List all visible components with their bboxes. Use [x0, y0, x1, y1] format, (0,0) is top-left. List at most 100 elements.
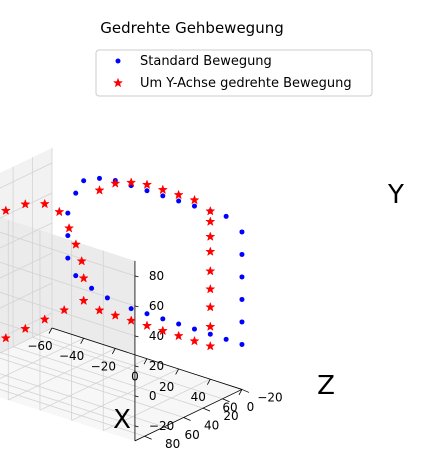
y-tick-label: 80: [149, 269, 164, 283]
y-tick-label: 0: [149, 389, 157, 403]
y-tick-label: 60: [149, 299, 164, 313]
data-point-rotated: [126, 315, 137, 325]
data-point-standard: [73, 190, 79, 196]
data-point-rotated: [39, 314, 50, 324]
data-point-standard: [239, 274, 245, 280]
data-point-rotated: [59, 304, 70, 315]
data-point-standard: [128, 306, 134, 312]
data-point-standard: [160, 193, 166, 199]
z-tick-label: 60: [184, 428, 199, 442]
legend: Standard Bewegung Um Y-Achse gedrehte Be…: [95, 49, 373, 97]
x-tick-label: −60: [27, 339, 52, 353]
z-tick-label: 80: [165, 437, 180, 451]
z-tick-label-mark: [163, 426, 172, 431]
gridline-y-back: [0, 351, 136, 397]
x-tick-label-mark: [206, 379, 211, 385]
y-tick-label: −20: [149, 419, 174, 433]
data-point-rotated: [20, 323, 31, 334]
y-tick-label-mark: [134, 425, 139, 428]
y-tick-label-mark: [134, 335, 139, 338]
gridline-z-floor: [12, 346, 204, 409]
data-point-rotated: [70, 239, 81, 249]
gridline-z-floor: [0, 373, 165, 428]
data-point-standard: [191, 203, 197, 209]
x-tick-label-mark: [111, 348, 116, 355]
legend-star-shape: [112, 77, 124, 88]
data-point-standard: [65, 210, 71, 216]
gridline-x-floor: [39, 358, 148, 411]
data-point-rotated: [110, 310, 121, 320]
data-point-rotated: [157, 325, 168, 336]
data-point-rotated: [205, 216, 216, 226]
z-tick-label-mark: [222, 398, 230, 403]
x-tick-label: 40: [191, 390, 206, 404]
data-point-rotated: [63, 223, 75, 233]
gridline-x-floor: [103, 378, 211, 432]
data-point-rotated: [0, 205, 11, 215]
y-tick-label-mark: [134, 275, 139, 278]
data-point-rotated: [205, 301, 216, 312]
data-points: [0, 175, 245, 351]
gridline-y-left: [0, 252, 53, 279]
gridline-z-floor: [0, 389, 145, 437]
data-point-rotated: [205, 205, 216, 216]
x-tick-label: 20: [159, 380, 174, 394]
gridline-z-floor: [0, 357, 184, 418]
data-point-rotated: [0, 332, 11, 343]
data-point-standard: [176, 321, 182, 327]
z-tick-label-mark: [183, 417, 191, 421]
data-point-rotated: [173, 189, 184, 200]
x-tick-label-mark: [48, 327, 53, 334]
gridline-x-floor: [71, 368, 179, 421]
y-tick-label-mark: [134, 365, 139, 368]
data-point-rotated: [94, 305, 105, 315]
z-tick-label-mark: [241, 389, 250, 393]
z-axis-label: Z: [317, 371, 335, 401]
legend-marker-standard: [115, 58, 121, 64]
gridline-y-left: [0, 282, 53, 309]
data-point-standard: [176, 198, 182, 204]
data-point-rotated: [76, 255, 87, 266]
data-point-standard: [239, 319, 245, 325]
gridline-z-floor: [32, 336, 223, 400]
x-tick-label: −20: [91, 359, 116, 373]
data-point-rotated: [141, 179, 153, 189]
legend-box: [95, 49, 373, 97]
gridline-y-back: [0, 291, 136, 337]
legend-marker-rotated: [112, 77, 124, 88]
data-point-rotated: [78, 272, 89, 283]
data-point-standard: [144, 188, 150, 194]
data-point-standard: [104, 295, 110, 301]
data-point-standard: [239, 251, 245, 257]
legend-label-standard: Standard Bewegung: [140, 54, 272, 69]
x-tick-label-mark: [80, 338, 85, 344]
data-point-standard: [65, 255, 71, 261]
data-point-standard: [239, 341, 245, 347]
chart-title: Gedrehte Gehbewegung: [100, 19, 284, 37]
gridline-y-back: [0, 261, 136, 307]
y-tick-label-mark: [134, 305, 139, 308]
data-point-rotated: [205, 340, 216, 351]
data-point-standard: [65, 233, 71, 239]
gridline-y-left: [0, 222, 53, 249]
data-point-rotated: [205, 265, 216, 276]
gridline-x-floor: [0, 337, 84, 379]
data-point-standard: [160, 316, 166, 322]
data-point-standard: [207, 331, 213, 337]
data-point-standard: [89, 285, 95, 291]
data-point-rotated: [20, 198, 31, 209]
y-tick-label: 40: [149, 329, 164, 343]
gridline-y-left: [0, 192, 53, 219]
data-point-rotated: [94, 185, 105, 195]
gridline-y-back: [0, 231, 136, 277]
z-tick-label: 40: [204, 419, 219, 433]
x-tick-label: −40: [59, 349, 84, 363]
z-tick-label-mark: [144, 435, 152, 440]
gridline-y-back: [0, 381, 136, 427]
gridline-x-floor: [0, 327, 53, 354]
data-point-rotated: [205, 231, 216, 241]
data-point-rotated: [110, 178, 121, 188]
z-tick-label-mark: [202, 407, 211, 412]
data-point-standard: [144, 311, 150, 317]
